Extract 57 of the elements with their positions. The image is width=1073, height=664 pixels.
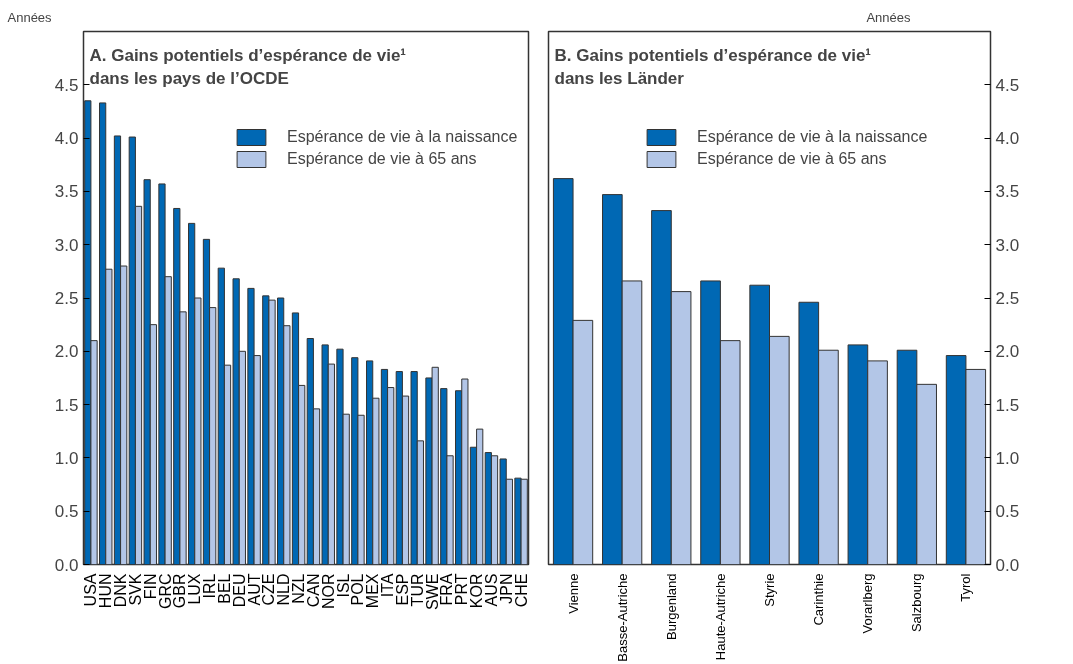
x-tick-label: HUN [97, 573, 115, 609]
x-tick-label: Burgenland [663, 573, 679, 640]
y2-tick-label: 1.5 [995, 395, 1020, 415]
y-tick-label: 1.0 [54, 448, 79, 468]
y-tick-label: 3.5 [54, 182, 79, 202]
x-tick-label: FRA [438, 573, 456, 606]
x-tick-label: DEU [230, 573, 248, 608]
x-tick-label: CHE [512, 573, 530, 608]
y2-tick-label: 1.0 [995, 448, 1020, 468]
x-tick-label: TUR [408, 573, 426, 607]
y2-tick-label: 2.0 [995, 342, 1020, 362]
x-tick-label: NLD [275, 573, 293, 606]
x-tick-label: Basse-Autriche [614, 573, 630, 662]
y-tick-label: 1.5 [54, 395, 79, 415]
y-tick-label: 0.0 [54, 555, 79, 575]
x-tick-label: GBR [171, 573, 189, 609]
y-axis-title: Années [7, 9, 53, 25]
y-tick-label: 2.5 [54, 289, 79, 308]
x-tick-label: ISL [334, 573, 352, 598]
text: A. Gains potentiels d’espérance de vie¹ dans les pays de l’OCDE [89, 45, 407, 89]
x-tick-label: NOR [319, 573, 337, 610]
x-tick-label: FIN [141, 573, 159, 600]
x-tick-label: PRT [453, 573, 471, 606]
y2-axis-title: Années [866, 9, 911, 25]
y2-tick-label: 0.5 [995, 502, 1020, 522]
y2-tick-label: 3.5 [995, 182, 1020, 202]
x-tick-label: USA [82, 573, 100, 607]
x-tick-label: GRC [156, 573, 174, 610]
x-tick-label: SWE [423, 573, 441, 610]
y-tick-label: 0.5 [54, 502, 79, 522]
x-tick-label: Styrie [762, 573, 777, 607]
y2-tick-label: 0.0 [995, 555, 1020, 575]
legend-label: Espérance de vie à la naissance [287, 128, 518, 146]
legend-label: Espérance de vie à 65 ans [697, 150, 887, 168]
y2-tick-label: 4.5 [995, 75, 1020, 95]
y-tick-label: 3.0 [54, 235, 79, 255]
x-tick-label: LUX [186, 573, 204, 605]
x-tick-label: POL [349, 573, 367, 606]
x-tick-label: Haute-Autriche [712, 573, 728, 661]
legend-label: Espérance de vie à 65 ans [287, 150, 477, 168]
y-tick-label: 4.5 [54, 75, 79, 95]
y-tick-label: 4.0 [54, 129, 79, 149]
x-tick-label: Tyrol [958, 573, 974, 602]
text: B. Gains potentiels d’espérance de vie¹ dans les Länder [554, 45, 872, 89]
y-tick-label: 2.0 [54, 342, 79, 362]
x-tick-label: Salzbourg [909, 573, 925, 633]
y2-tick-label: 2.5 [995, 289, 1020, 308]
x-tick-label: JPN [497, 573, 515, 604]
x-tick-label: AUT [245, 573, 263, 606]
y2-tick-label: 4.0 [995, 129, 1020, 149]
legend-label: Espérance de vie à la naissance [697, 128, 928, 146]
x-tick-label: MEX [364, 573, 382, 609]
y2-tick-label: 3.0 [995, 235, 1020, 255]
x-tick-label: Vorarlberg [860, 573, 876, 634]
x-tick-label: CZE [260, 573, 278, 606]
x-tick-label: Vienne [565, 573, 581, 614]
x-tick-label: Carinthie [811, 573, 827, 626]
